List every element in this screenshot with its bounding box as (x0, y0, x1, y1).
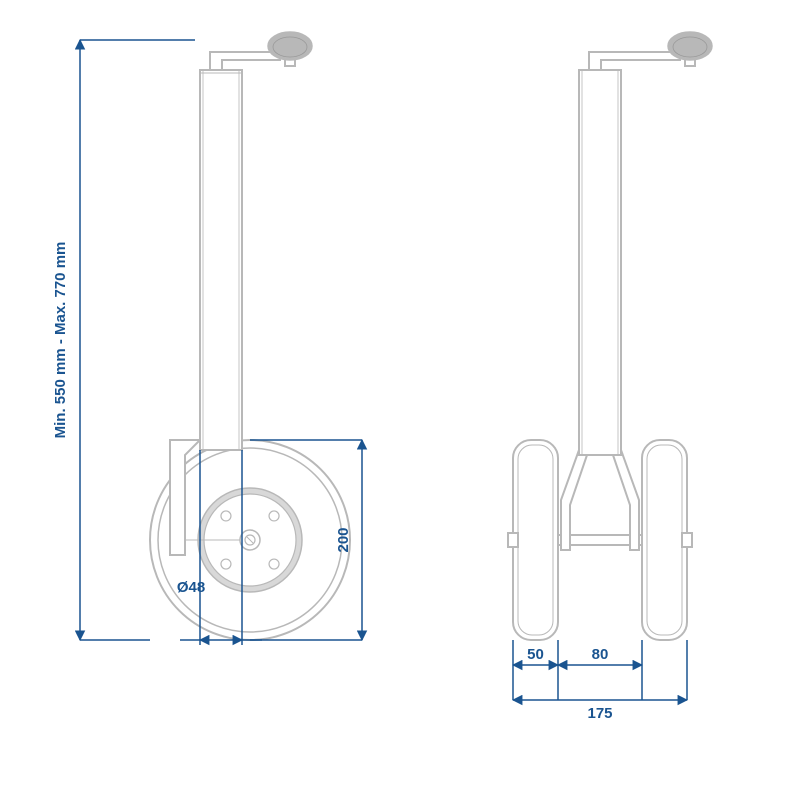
dim-wheel-diameter: 200 (335, 527, 352, 552)
dim-wheel-width: 50 (527, 646, 544, 663)
dim-total-width: 175 (587, 705, 612, 722)
dim-wheel-spacing: 80 (592, 646, 609, 663)
dim-height-label: Min. 550 mm - Max. 770 mm (52, 242, 69, 439)
dim-tube-diameter: Ø48 (177, 579, 205, 596)
technical-drawing: Min. 550 mm - Max. 770 mm Ø48 200 50 80 175 (0, 0, 800, 800)
